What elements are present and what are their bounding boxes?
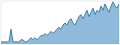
area-fill xyxy=(1,2,119,44)
area-line xyxy=(1,2,119,42)
chart-container xyxy=(0,0,120,45)
plot-frame xyxy=(1,1,119,44)
plot-area xyxy=(1,2,119,44)
chart xyxy=(0,0,120,45)
